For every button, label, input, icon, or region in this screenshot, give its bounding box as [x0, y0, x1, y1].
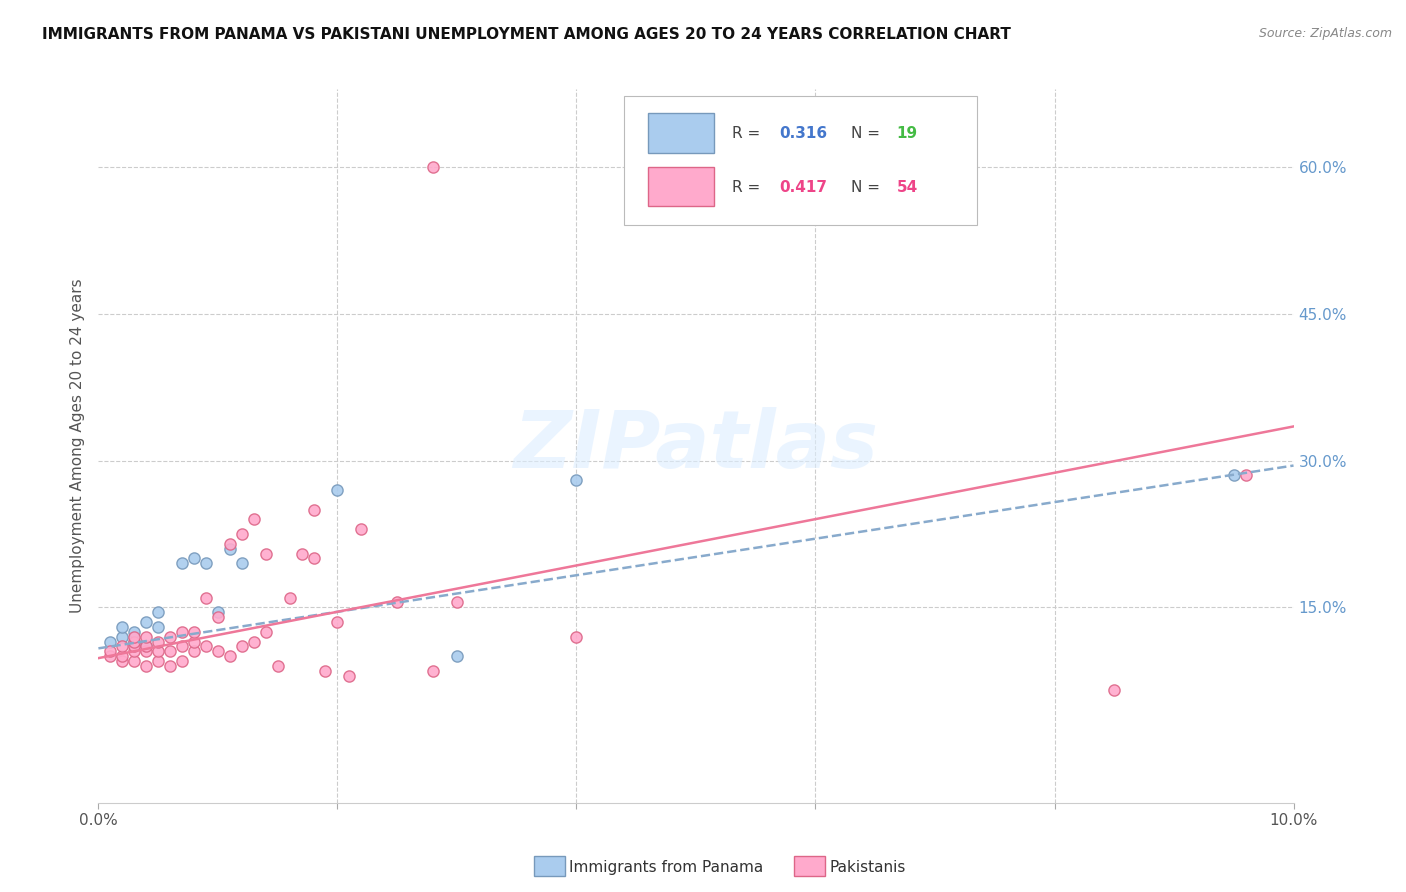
Y-axis label: Unemployment Among Ages 20 to 24 years: Unemployment Among Ages 20 to 24 years — [70, 278, 86, 614]
FancyBboxPatch shape — [624, 96, 977, 225]
Point — [243, 512, 266, 526]
Point — [326, 483, 349, 497]
Point — [124, 644, 146, 658]
Point — [219, 537, 242, 551]
Point — [291, 547, 314, 561]
Point — [385, 595, 409, 609]
Point — [302, 502, 325, 516]
Point — [135, 640, 157, 654]
Text: Source: ZipAtlas.com: Source: ZipAtlas.com — [1258, 27, 1392, 40]
Point — [111, 649, 134, 664]
Text: ZIPatlas: ZIPatlas — [513, 407, 879, 485]
Point — [207, 605, 229, 619]
Point — [422, 664, 444, 678]
Point — [565, 473, 588, 487]
Point — [195, 557, 218, 571]
Point — [446, 595, 468, 609]
Point — [111, 620, 134, 634]
Point — [183, 634, 205, 648]
Point — [124, 654, 146, 668]
Text: 0.316: 0.316 — [780, 127, 828, 141]
Point — [111, 630, 134, 644]
FancyBboxPatch shape — [648, 113, 714, 153]
Point — [159, 644, 181, 658]
Point — [148, 654, 170, 668]
Point — [148, 620, 170, 634]
Point — [1223, 468, 1246, 483]
Text: Pakistanis: Pakistanis — [830, 860, 905, 874]
Point — [135, 640, 157, 654]
FancyBboxPatch shape — [648, 167, 714, 206]
Point — [124, 634, 146, 648]
Point — [207, 644, 229, 658]
Point — [565, 630, 588, 644]
Point — [302, 551, 325, 566]
Text: Immigrants from Panama: Immigrants from Panama — [569, 860, 763, 874]
Point — [159, 659, 181, 673]
Point — [100, 634, 122, 648]
Point — [350, 522, 373, 536]
Text: N =: N = — [852, 127, 886, 141]
Point — [195, 591, 218, 605]
Point — [183, 551, 205, 566]
Point — [183, 644, 205, 658]
Point — [1104, 683, 1126, 698]
Point — [254, 624, 277, 639]
Text: R =: R = — [733, 180, 765, 194]
Point — [135, 615, 157, 629]
Point — [267, 659, 290, 673]
Point — [195, 640, 218, 654]
Point — [124, 624, 146, 639]
Text: N =: N = — [852, 180, 886, 194]
Text: R =: R = — [733, 127, 765, 141]
Point — [124, 640, 146, 654]
Text: 0.417: 0.417 — [780, 180, 828, 194]
Point — [135, 644, 157, 658]
Point — [100, 644, 122, 658]
Point — [207, 610, 229, 624]
Point — [219, 649, 242, 664]
Point — [172, 557, 194, 571]
Point — [326, 615, 349, 629]
Text: IMMIGRANTS FROM PANAMA VS PAKISTANI UNEMPLOYMENT AMONG AGES 20 TO 24 YEARS CORRE: IMMIGRANTS FROM PANAMA VS PAKISTANI UNEM… — [42, 27, 1011, 42]
Point — [278, 591, 301, 605]
Point — [339, 669, 360, 683]
Point — [231, 527, 253, 541]
Text: 19: 19 — [897, 127, 918, 141]
Point — [124, 630, 146, 644]
Point — [231, 640, 253, 654]
Point — [219, 541, 242, 556]
Point — [172, 640, 194, 654]
Point — [446, 649, 468, 664]
Point — [422, 161, 444, 175]
Point — [135, 659, 157, 673]
Point — [111, 640, 134, 654]
Point — [1234, 468, 1257, 483]
Point — [135, 630, 157, 644]
Point — [254, 547, 277, 561]
Point — [159, 630, 181, 644]
Point — [148, 605, 170, 619]
Point — [100, 649, 122, 664]
Point — [172, 654, 194, 668]
Point — [183, 624, 205, 639]
Point — [148, 634, 170, 648]
Point — [315, 664, 337, 678]
Point — [243, 634, 266, 648]
Text: 54: 54 — [897, 180, 918, 194]
Point — [231, 557, 253, 571]
Point — [172, 624, 194, 639]
Point — [111, 654, 134, 668]
Point — [124, 634, 146, 648]
Point — [148, 644, 170, 658]
